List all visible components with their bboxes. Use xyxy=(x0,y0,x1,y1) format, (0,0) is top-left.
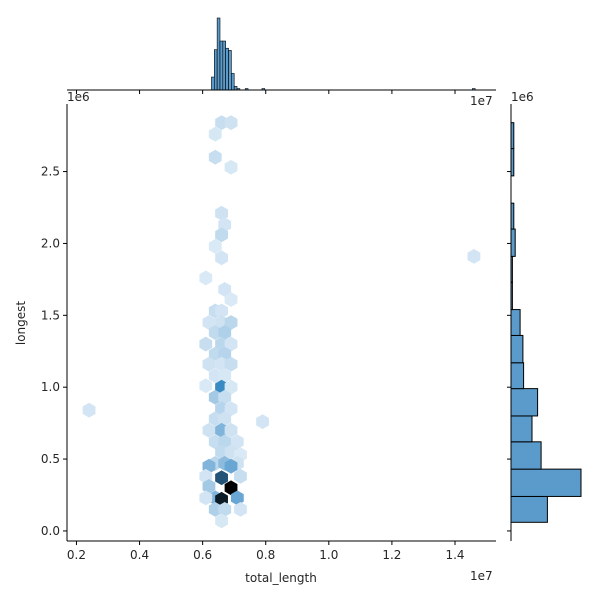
y-tick-label: 0.0 xyxy=(41,524,60,538)
y-tick-label: 1.5 xyxy=(41,308,60,322)
hexbin-cell xyxy=(234,501,247,517)
hexbin-cell xyxy=(208,149,222,165)
x-tick-label: 1.4 xyxy=(445,548,464,562)
right-histogram-bar xyxy=(510,468,582,497)
x-offset-label-top: 1e7 xyxy=(470,94,493,108)
hexbin-cell xyxy=(199,336,213,352)
y-tick-label: 2.5 xyxy=(41,165,60,179)
x-tick-label: 1.2 xyxy=(382,548,401,562)
hexbin-cell xyxy=(230,434,244,450)
hexbin-cell xyxy=(218,368,232,384)
hexbin-cell xyxy=(224,422,238,438)
right-histogram-bar xyxy=(510,495,548,523)
top-histogram-bar xyxy=(219,40,224,91)
x-tick-label: 0.8 xyxy=(256,548,275,562)
hexbin-cell xyxy=(199,270,213,286)
hexbin-cell xyxy=(199,490,213,506)
y-axis-label: longest xyxy=(14,301,28,346)
y-tick-label: 0.5 xyxy=(41,452,60,466)
hexbin-cell xyxy=(218,501,232,517)
hexbin-cell xyxy=(224,458,238,474)
hexbin-cell xyxy=(230,490,244,506)
y-tick-label: 2.0 xyxy=(41,236,60,250)
y-tick-label: 1.0 xyxy=(41,380,60,394)
hexbin-cell xyxy=(218,389,232,405)
hexbin-cell xyxy=(218,325,232,340)
top-histogram-bar xyxy=(214,49,218,91)
hexbin-cell xyxy=(224,379,238,395)
hexbin-cell xyxy=(215,513,228,529)
hexbin-cell xyxy=(208,238,222,254)
hexbin-cell xyxy=(224,356,238,372)
right-histogram-bar xyxy=(510,362,525,390)
right-histogram-bar xyxy=(510,334,524,364)
hexbin-cell xyxy=(224,292,238,307)
axes-layer: 0.2 0.4 0.6 0.8 1.0 1.2 1.4 0.0 0.5 1.0 1.5 2.0 2.5 xyxy=(41,89,512,562)
hexbin-cell xyxy=(208,126,222,142)
right-marginal-histogram xyxy=(510,122,582,523)
hexbin-cell xyxy=(224,159,238,175)
x-tick-label: 0.4 xyxy=(130,548,149,562)
right-histogram-bar xyxy=(510,441,542,470)
right-histogram-bar xyxy=(510,228,516,257)
hexbin-layer xyxy=(82,115,481,529)
hexbin-cell xyxy=(215,470,228,486)
hexbin-cell xyxy=(202,478,216,494)
hexbin-cell xyxy=(199,378,213,394)
top-histogram-bar xyxy=(225,47,229,91)
top-histogram-bar xyxy=(233,86,238,91)
x-offset-label-main: 1e7 xyxy=(470,569,493,583)
hexbin-cell xyxy=(82,402,96,418)
hexbin-cell xyxy=(224,336,238,352)
hexbin-cell xyxy=(224,480,238,496)
right-histogram-bar xyxy=(510,415,533,443)
hexbin-cell xyxy=(215,250,228,266)
y-offset-label-right: 1e6 xyxy=(511,90,534,104)
y-offset-label-main: 1e6 xyxy=(67,90,90,104)
top-histogram-bar xyxy=(228,50,232,91)
hexbin-cell xyxy=(234,468,247,484)
x-tick-label: 0.2 xyxy=(67,548,86,562)
x-tick-label: 1.0 xyxy=(319,548,338,562)
right-histogram-bar xyxy=(510,388,539,417)
top-histogram-bar xyxy=(222,40,226,91)
hexbin-cell xyxy=(202,356,216,372)
top-histogram-bar xyxy=(216,17,221,91)
hexbin-cell xyxy=(218,282,232,297)
hexbin-cell xyxy=(224,315,238,330)
x-tick-label: 0.6 xyxy=(193,548,212,562)
hexbin-cell xyxy=(224,401,238,417)
hexbin-cell xyxy=(467,248,481,264)
hexbin-cell xyxy=(224,115,238,131)
top-histogram-bar xyxy=(231,73,235,91)
x-axis-label: total_length xyxy=(245,571,317,585)
hexbin-cell xyxy=(215,227,228,243)
hexbin-cell xyxy=(215,303,228,319)
hexbin-cell xyxy=(218,411,232,427)
right-histogram-bar xyxy=(510,309,521,336)
top-marginal-histogram xyxy=(211,17,476,91)
hexbin-cell xyxy=(215,205,228,221)
hexbin-cell xyxy=(256,414,269,430)
hexbin-cell xyxy=(202,422,216,438)
top-histogram-bar xyxy=(211,76,215,91)
hexbin-cell xyxy=(202,315,216,330)
